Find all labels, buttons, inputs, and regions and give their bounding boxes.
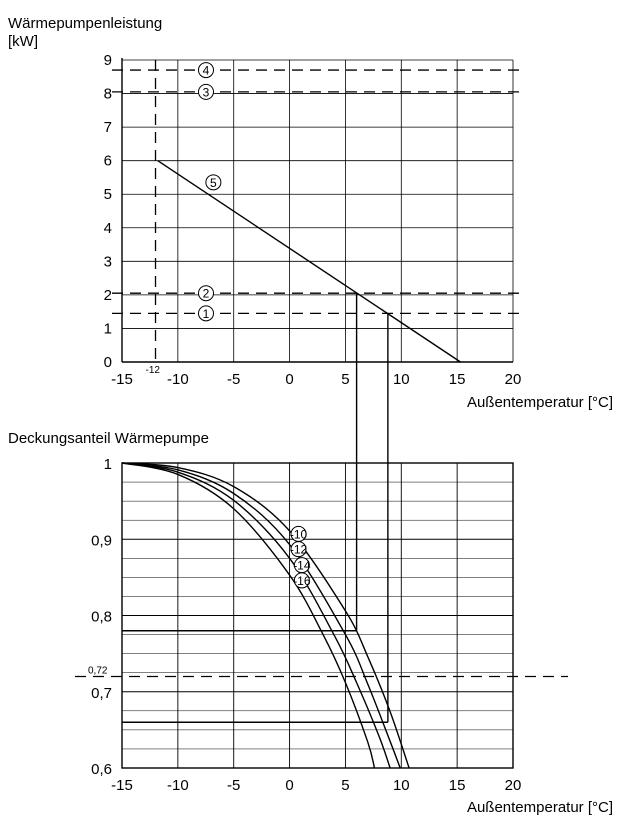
coverage-curve--14	[121, 462, 391, 769]
bottom-y-axis-title: Deckungsanteil Wärmepumpe	[8, 430, 209, 447]
marker-3-circle	[198, 83, 214, 100]
top-y-axis-title: Wärmepumpenleistung	[8, 15, 162, 32]
top-x-axis-title: Außentemperatur [°C]	[467, 394, 613, 411]
chart-marks	[75, 60, 568, 769]
bottom-frame	[121, 462, 514, 769]
bottom-y-tick-label: 0,8	[91, 609, 112, 626]
bottom-y-tick-label: 1	[104, 456, 112, 473]
bottom-x-tick-label: 15	[449, 777, 466, 794]
top-x-tick-label: 15	[449, 371, 466, 388]
top-y-tick-label: 9	[104, 52, 112, 69]
marker-1-circle	[198, 305, 214, 322]
curve-marker-10-text: -10	[290, 527, 308, 541]
marker-2-circle	[198, 285, 214, 302]
design-temp-label: -12	[146, 365, 161, 376]
top-x-tick-label: -10	[167, 371, 189, 388]
bottom-y-tick-label: 0,6	[91, 761, 112, 778]
series-line-5	[157, 160, 461, 363]
top-y-tick-label: 5	[104, 186, 112, 203]
top-x-tick-label: 20	[505, 371, 522, 388]
marker-5-circle	[205, 174, 222, 191]
bottom-x-tick-label: 5	[341, 777, 349, 794]
top-y-tick-label: 4	[104, 220, 112, 237]
marker-2-text: 2	[203, 287, 210, 301]
curve-marker-16-text: -16	[293, 574, 311, 588]
bottom-chart-grid	[121, 462, 514, 769]
bottom-y-tick-label: 0,7	[91, 685, 112, 702]
coverage-curve--16	[121, 462, 376, 769]
top-x-tick-label: 10	[393, 371, 410, 388]
top-y-tick-label: 0	[104, 354, 112, 371]
marker-1-text: 1	[203, 307, 210, 321]
curve-marker-12-text: -12	[290, 543, 308, 557]
bottom-x-tick-label: -15	[111, 777, 133, 794]
reference-line-label: 0,72	[88, 666, 108, 677]
curve-marker-14-text: -14	[293, 559, 311, 573]
bottom-x-tick-label: 20	[505, 777, 522, 794]
top-x-tick-label: -5	[227, 371, 240, 388]
top-y-tick-label: 7	[104, 119, 112, 136]
top-y-tick-label: 3	[104, 253, 112, 270]
bottom-x-tick-label: 10	[393, 777, 410, 794]
bottom-x-tick-label: -5	[227, 777, 240, 794]
top-y-axis-unit: [kW]	[8, 33, 38, 50]
bottom-x-tick-label: 0	[285, 777, 293, 794]
top-x-tick-label: -15	[111, 371, 133, 388]
top-y-tick-label: 8	[104, 86, 112, 103]
bottom-y-tick-label: 0,9	[91, 532, 112, 549]
marker-4-text: 4	[203, 64, 210, 78]
top-x-tick-label: 0	[285, 371, 293, 388]
bottom-x-axis-title: Außentemperatur [°C]	[467, 799, 613, 816]
bottom-x-tick-label: -10	[167, 777, 189, 794]
marker-5-text: 5	[210, 176, 217, 190]
top-y-tick-label: 6	[104, 153, 112, 170]
curve-marker-16-circle	[293, 572, 310, 589]
top-x-tick-label: 5	[341, 371, 349, 388]
marker-3-text: 3	[203, 85, 210, 99]
top-chart-grid	[121, 58, 514, 363]
top-y-tick-label: 2	[104, 287, 112, 304]
coverage-curve--10	[121, 462, 410, 769]
marker-4-circle	[198, 62, 214, 79]
curve-marker-12-circle	[290, 541, 307, 558]
top-y-tick-label: 1	[104, 320, 112, 337]
coverage-curve--12	[121, 462, 401, 769]
